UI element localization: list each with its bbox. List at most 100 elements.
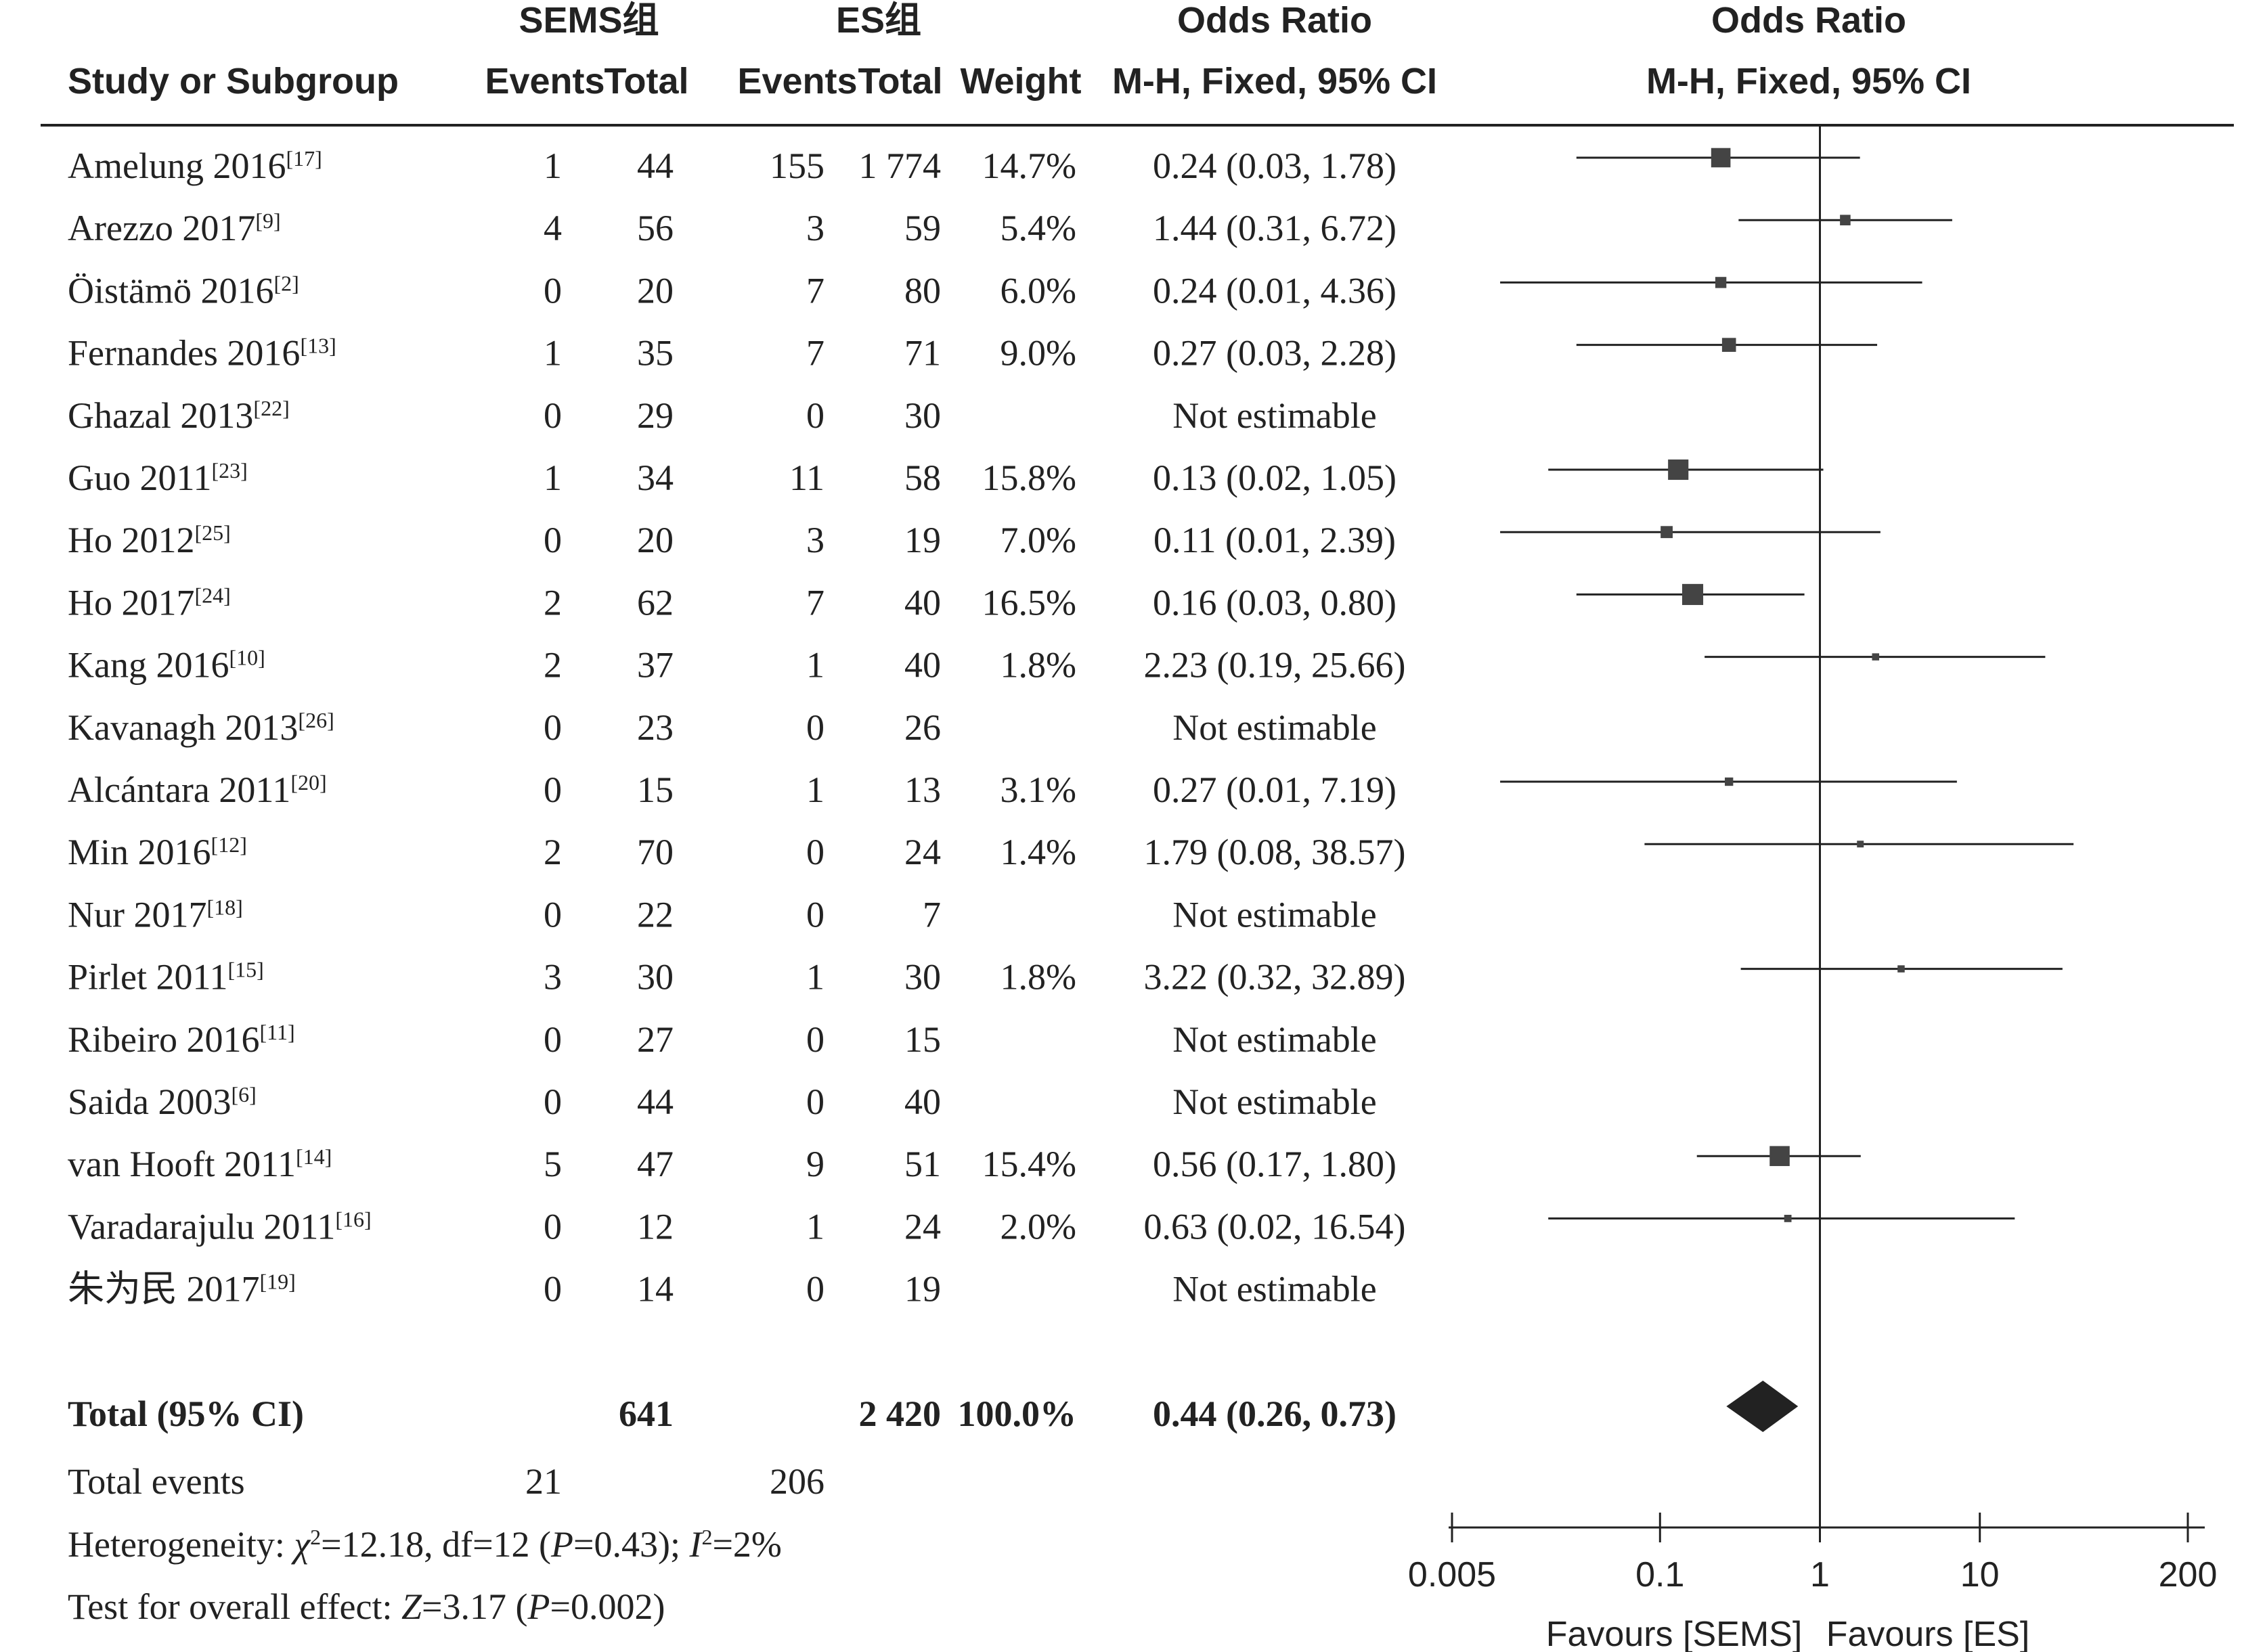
total-es: 40	[904, 582, 941, 623]
ci-text: 0.27 (0.03, 2.28)	[1153, 333, 1397, 374]
ci-text: 1.79 (0.08, 38.57)	[1144, 832, 1406, 872]
weight-value: 5.4%	[1000, 208, 1076, 248]
weight-value: 16.5%	[982, 582, 1076, 623]
ci-text: 0.11 (0.01, 2.39)	[1153, 520, 1396, 560]
study-name: Kang 2016[10]	[68, 645, 265, 686]
total-sems: 30	[637, 957, 674, 998]
total-es: 40	[904, 1081, 941, 1122]
point-estimate	[1840, 215, 1851, 225]
study-name: Ho 2012[25]	[68, 520, 231, 560]
table-row: Guo 2011[23] 1 34 11 58 15.8% 0.13 (0.02, 1.05…	[68, 457, 1397, 498]
events-es: 3	[806, 520, 824, 560]
weight-value: 1.8%	[1000, 645, 1076, 686]
table-row: Ho 2012[25] 0 20 3 19 7.0% 0.11 (0.01, 2.39)	[68, 520, 1396, 560]
ci-text: 3.22 (0.32, 32.89)	[1144, 957, 1406, 998]
study-name: Varadarajulu 2011[16]	[68, 1206, 372, 1247]
events-sems: 3	[544, 957, 562, 998]
table-row: Alcántara 2011[20] 0 15 1 13 3.1% 0.27 (0.01, …	[68, 769, 1397, 810]
table-row: Amelung 2016[17] 1 44 155 1 774 14.7% 0.24 (0.…	[68, 146, 1397, 186]
point-estimate	[1897, 965, 1905, 973]
events-es: 11	[789, 457, 824, 498]
ci-text: Not estimable	[1172, 1269, 1376, 1310]
or-header-table: Odds Ratio	[1177, 0, 1372, 41]
ci-text: Not estimable	[1172, 1019, 1376, 1060]
point-estimate	[1661, 526, 1673, 539]
total-sems: 47	[637, 1144, 674, 1184]
study-name: 朱为民 2017[19]	[68, 1269, 296, 1310]
study-name: Ghazal 2013[22]	[68, 395, 290, 436]
events-sems: 0	[544, 1019, 562, 1060]
tick-label: 10	[1960, 1555, 2000, 1594]
total-sems: 35	[637, 333, 674, 374]
table-row: Varadarajulu 2011[16] 0 12 1 24 2.0% 0.63 (0.0…	[68, 1206, 1405, 1247]
events-es: 0	[806, 832, 824, 872]
point-estimate	[1681, 583, 1704, 605]
ci-text: Not estimable	[1172, 395, 1376, 436]
events-es: 7	[806, 270, 824, 311]
favours-right: Favours [ES]	[1826, 1615, 2030, 1652]
ci-text: 2.23 (0.19, 25.66)	[1144, 645, 1406, 686]
total-sems: 44	[637, 146, 674, 186]
weight-value: 14.7%	[982, 146, 1076, 186]
study-name: Guo 2011[23]	[68, 457, 248, 498]
study-name: Arezzo 2017[9]	[68, 208, 281, 248]
total-es: 51	[904, 1144, 941, 1184]
total2-header: Total	[858, 61, 943, 102]
total-events-es: 206	[770, 1461, 824, 1502]
events-sems: 5	[544, 1144, 562, 1184]
pooled-diamond	[1726, 1381, 1799, 1432]
total-sems: 20	[637, 270, 674, 311]
total-es: 71	[904, 333, 941, 374]
ci-text: Not estimable	[1172, 1081, 1376, 1122]
tick-label: 0.1	[1635, 1555, 1684, 1594]
total-es: 40	[904, 645, 941, 686]
events-es: 9	[806, 1144, 824, 1184]
group2-header: ES组	[836, 0, 921, 41]
ci-text: 0.24 (0.03, 1.78)	[1153, 146, 1397, 186]
study-name: Pirlet 2011[15]	[68, 957, 264, 998]
ci-text: 0.56 (0.17, 1.80)	[1153, 1144, 1397, 1184]
events-es: 0	[806, 1269, 824, 1310]
table-row: Min 2016[12] 2 70 0 24 1.4% 1.79 (0.08, 38.57)	[68, 832, 1405, 872]
total-events-row: Total events 21 206	[68, 1461, 824, 1502]
study-name: Kavanagh 2013[26]	[68, 707, 334, 748]
table-row: Saida 2003[6] 0 44 0 40 Not estimable	[68, 1081, 1377, 1122]
total-weight: 100.0%	[958, 1393, 1077, 1434]
point-estimate	[1721, 338, 1736, 352]
total-sems: 15	[637, 769, 674, 810]
events2-header: Events	[737, 61, 857, 102]
weight-value: 1.8%	[1000, 957, 1076, 998]
heterogeneity-text: Heterogeneity: χ2=12.18, df=12 (P=0.43);…	[68, 1524, 782, 1565]
tick-label: 1	[1810, 1555, 1830, 1594]
ci-text: 1.44 (0.31, 6.72)	[1153, 208, 1397, 248]
total-es: 24	[904, 832, 941, 872]
study-name: Saida 2003[6]	[68, 1081, 257, 1122]
table-row: Pirlet 2011[15] 3 30 1 30 1.8% 3.22 (0.32, 32.…	[68, 957, 1405, 998]
ci-text: 0.27 (0.01, 7.19)	[1153, 769, 1397, 810]
events-sems: 0	[544, 769, 562, 810]
total-es: 80	[904, 270, 941, 311]
total-events-sems: 21	[525, 1461, 562, 1502]
ci-marks	[1500, 148, 2074, 1222]
events-sems: 4	[544, 208, 562, 248]
tick-label: 0.005	[1408, 1555, 1496, 1594]
events-sems: 1	[544, 146, 562, 186]
total-sems: 29	[637, 395, 674, 436]
events-es: 0	[806, 395, 824, 436]
events-sems: 1	[544, 457, 562, 498]
table-row: van Hooft 2011[14] 5 47 9 51 15.4% 0.56 (0.17,…	[68, 1144, 1397, 1184]
total-ci: 0.44 (0.26, 0.73)	[1153, 1393, 1397, 1434]
total-events-label: Total events	[68, 1461, 245, 1502]
ci-text: 0.24 (0.01, 4.36)	[1153, 270, 1397, 311]
events-sems: 2	[544, 582, 562, 623]
events-sems: 0	[544, 395, 562, 436]
ci-text: 0.13 (0.02, 1.05)	[1153, 457, 1397, 498]
weight-value: 6.0%	[1000, 270, 1076, 311]
point-estimate	[1715, 277, 1727, 288]
total-sems: 22	[637, 894, 674, 935]
total-label: Total (95% CI)	[68, 1393, 304, 1434]
weight-value: 3.1%	[1000, 769, 1076, 810]
events-sems: 0	[544, 1269, 562, 1310]
study-name: Öistämö 2016[2]	[68, 270, 299, 311]
table-header: SEMS组 ES组 Odds Ratio Odds Ratio Study or…	[68, 0, 1971, 102]
